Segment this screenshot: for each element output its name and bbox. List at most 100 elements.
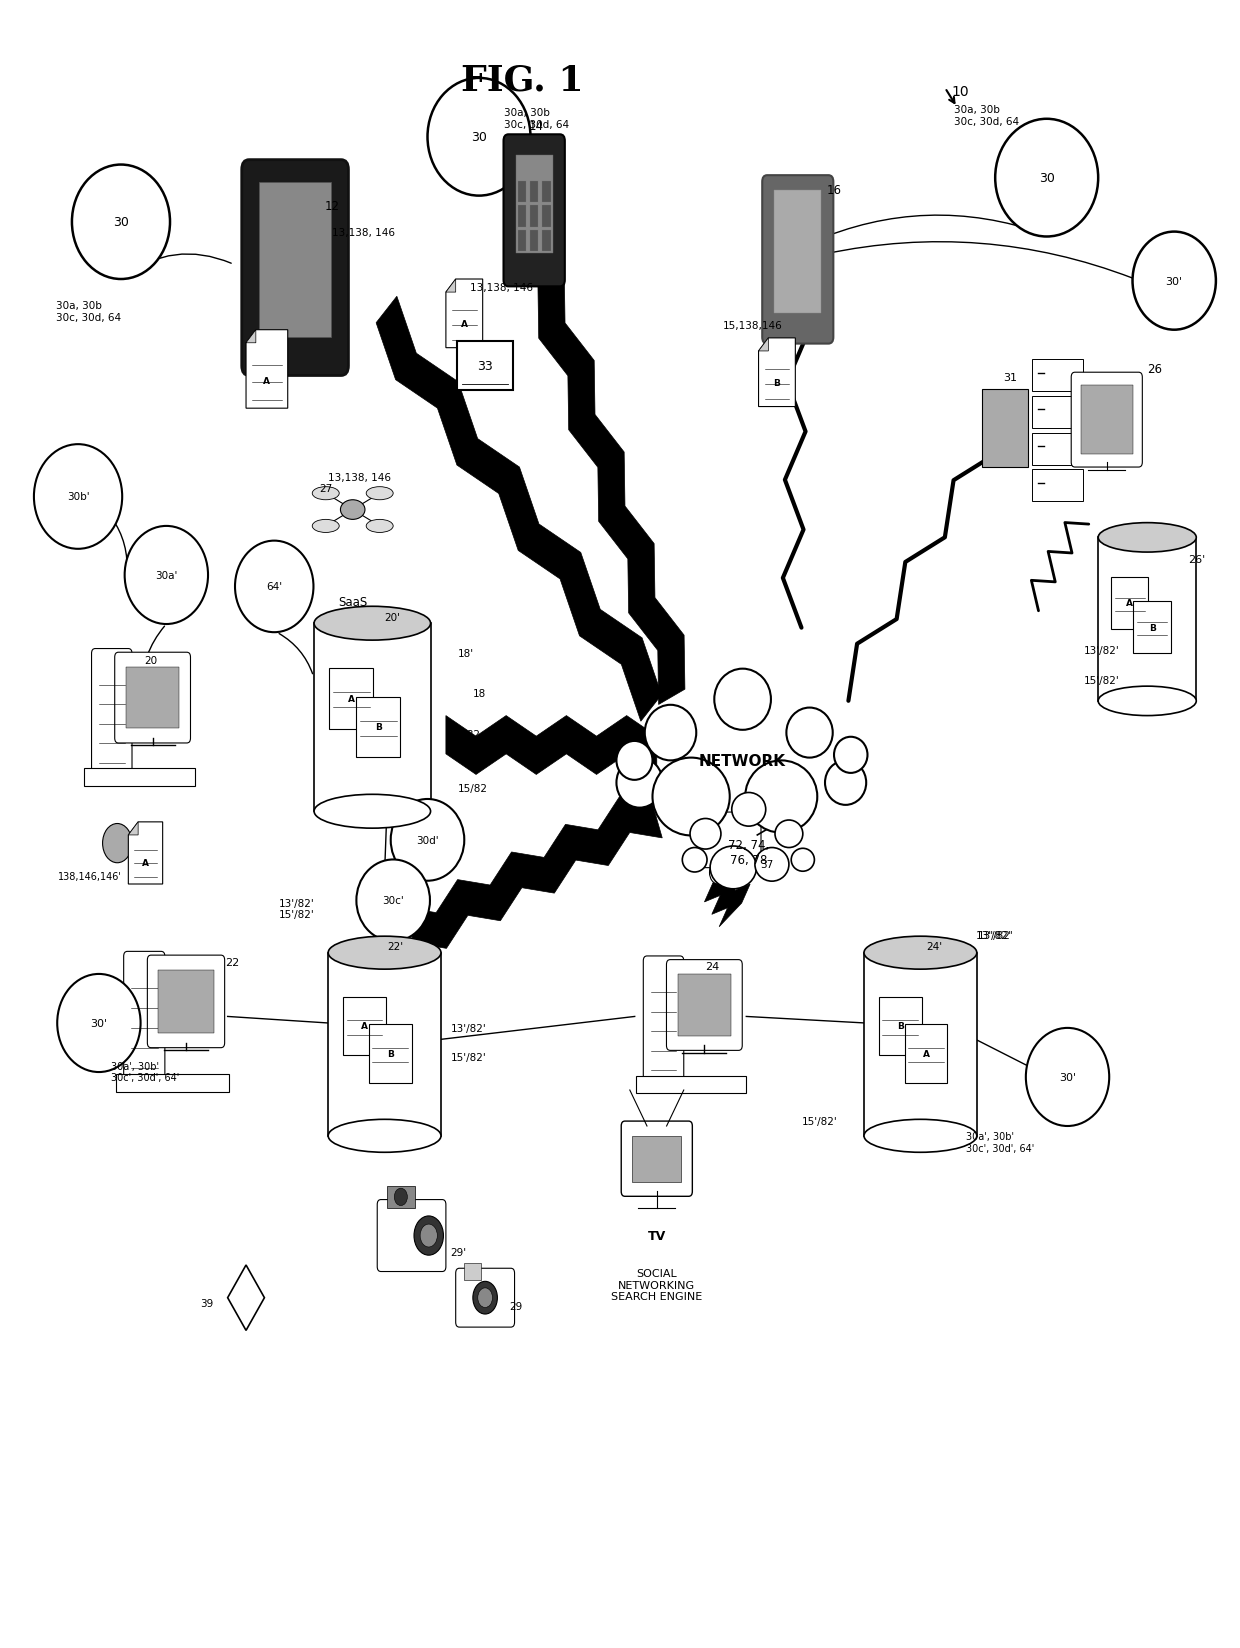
- Ellipse shape: [825, 761, 867, 806]
- Bar: [1032, 397, 1084, 428]
- FancyBboxPatch shape: [148, 956, 224, 1048]
- Ellipse shape: [1025, 1028, 1110, 1126]
- Bar: [518, 231, 526, 252]
- Text: 22: 22: [226, 957, 239, 967]
- Bar: [982, 389, 1028, 468]
- Text: 13,138, 146: 13,138, 146: [332, 227, 394, 237]
- Text: 12: 12: [325, 199, 340, 213]
- Polygon shape: [228, 1266, 264, 1330]
- Text: 15/82: 15/82: [458, 783, 489, 793]
- Text: 30b': 30b': [67, 493, 89, 503]
- Text: 13'/82': 13'/82': [976, 929, 1012, 939]
- FancyBboxPatch shape: [644, 956, 683, 1084]
- Bar: [330, 669, 373, 728]
- Ellipse shape: [356, 860, 430, 941]
- Bar: [864, 953, 977, 1135]
- Circle shape: [734, 862, 751, 885]
- Polygon shape: [246, 331, 255, 343]
- Text: 20': 20': [384, 613, 401, 623]
- Circle shape: [103, 824, 131, 864]
- Bar: [542, 231, 551, 252]
- Text: 30a': 30a': [155, 570, 177, 580]
- Ellipse shape: [341, 501, 365, 521]
- Ellipse shape: [786, 709, 833, 758]
- Ellipse shape: [755, 849, 789, 882]
- Circle shape: [394, 1188, 408, 1206]
- Bar: [342, 997, 386, 1056]
- FancyBboxPatch shape: [242, 160, 348, 376]
- FancyBboxPatch shape: [377, 1200, 446, 1272]
- Ellipse shape: [312, 521, 340, 532]
- Text: 33: 33: [477, 359, 494, 372]
- Ellipse shape: [329, 936, 441, 969]
- Bar: [529, 231, 538, 252]
- Ellipse shape: [1099, 687, 1197, 717]
- Bar: [1099, 537, 1197, 702]
- Text: 29': 29': [450, 1248, 466, 1257]
- Text: NETWORK: NETWORK: [699, 753, 786, 768]
- Text: 30': 30': [1059, 1073, 1076, 1083]
- Text: 30': 30': [91, 1018, 108, 1028]
- Text: 30a, 30b
30c, 30d, 64: 30a, 30b 30c, 30d, 64: [954, 105, 1018, 127]
- Text: A: A: [348, 694, 355, 704]
- Bar: [84, 768, 195, 786]
- Text: 30: 30: [471, 132, 487, 143]
- Text: 64': 64': [267, 582, 283, 592]
- Polygon shape: [246, 331, 288, 409]
- Text: 30': 30': [1166, 277, 1183, 287]
- Ellipse shape: [366, 521, 393, 532]
- Text: B: B: [374, 723, 382, 732]
- Text: 13'/82'
15'/82': 13'/82' 15'/82': [279, 898, 315, 920]
- Text: A: A: [361, 1022, 368, 1030]
- Text: A: A: [923, 1050, 930, 1058]
- Ellipse shape: [366, 488, 393, 501]
- Text: 30a', 30b'
30c', 30d', 64': 30a', 30b' 30c', 30d', 64': [112, 1061, 180, 1083]
- FancyBboxPatch shape: [115, 653, 191, 743]
- Ellipse shape: [33, 445, 123, 549]
- Ellipse shape: [236, 541, 314, 633]
- Bar: [329, 953, 441, 1135]
- Text: 24': 24': [926, 941, 942, 951]
- Ellipse shape: [791, 849, 815, 872]
- Text: B: B: [774, 379, 780, 387]
- Ellipse shape: [682, 849, 707, 872]
- Bar: [356, 697, 401, 756]
- Text: 26: 26: [1147, 363, 1162, 376]
- Bar: [387, 1187, 414, 1208]
- Circle shape: [420, 1224, 438, 1248]
- Ellipse shape: [1132, 232, 1216, 331]
- Text: 138,146,146': 138,146,146': [58, 872, 123, 882]
- Text: A: A: [461, 320, 467, 330]
- Text: 13'/82': 13'/82': [1084, 646, 1120, 656]
- Ellipse shape: [996, 120, 1099, 237]
- Text: 30a', 30b'
30c', 30d', 64': 30a', 30b' 30c', 30d', 64': [966, 1131, 1034, 1154]
- Bar: [879, 997, 921, 1056]
- Polygon shape: [404, 798, 662, 949]
- Ellipse shape: [57, 974, 140, 1073]
- Ellipse shape: [835, 737, 868, 773]
- Text: 16: 16: [827, 183, 842, 196]
- Bar: [1133, 602, 1171, 654]
- Polygon shape: [704, 860, 750, 928]
- Text: B: B: [387, 1050, 393, 1058]
- Text: SaaS: SaaS: [339, 595, 367, 608]
- Polygon shape: [759, 339, 769, 351]
- Circle shape: [472, 1282, 497, 1313]
- Text: 72, 74,
76, 78: 72, 74, 76, 78: [728, 839, 769, 867]
- Text: 37: 37: [760, 860, 774, 870]
- Bar: [314, 625, 430, 812]
- Ellipse shape: [312, 488, 340, 501]
- Ellipse shape: [732, 793, 766, 827]
- FancyBboxPatch shape: [666, 961, 743, 1051]
- Ellipse shape: [864, 1119, 977, 1152]
- Bar: [1032, 359, 1084, 392]
- Ellipse shape: [72, 165, 170, 280]
- Polygon shape: [128, 822, 162, 885]
- Text: TV: TV: [647, 1229, 666, 1243]
- Text: 30a, 30b
30c, 30d, 64: 30a, 30b 30c, 30d, 64: [56, 302, 122, 323]
- Text: 30a, 30b
30c, 30d, 64: 30a, 30b 30c, 30d, 64: [503, 109, 569, 130]
- Text: 15'/82': 15'/82': [801, 1116, 837, 1126]
- Ellipse shape: [314, 606, 430, 641]
- Text: 15'/82': 15'/82': [1084, 676, 1120, 686]
- Bar: [905, 1025, 947, 1083]
